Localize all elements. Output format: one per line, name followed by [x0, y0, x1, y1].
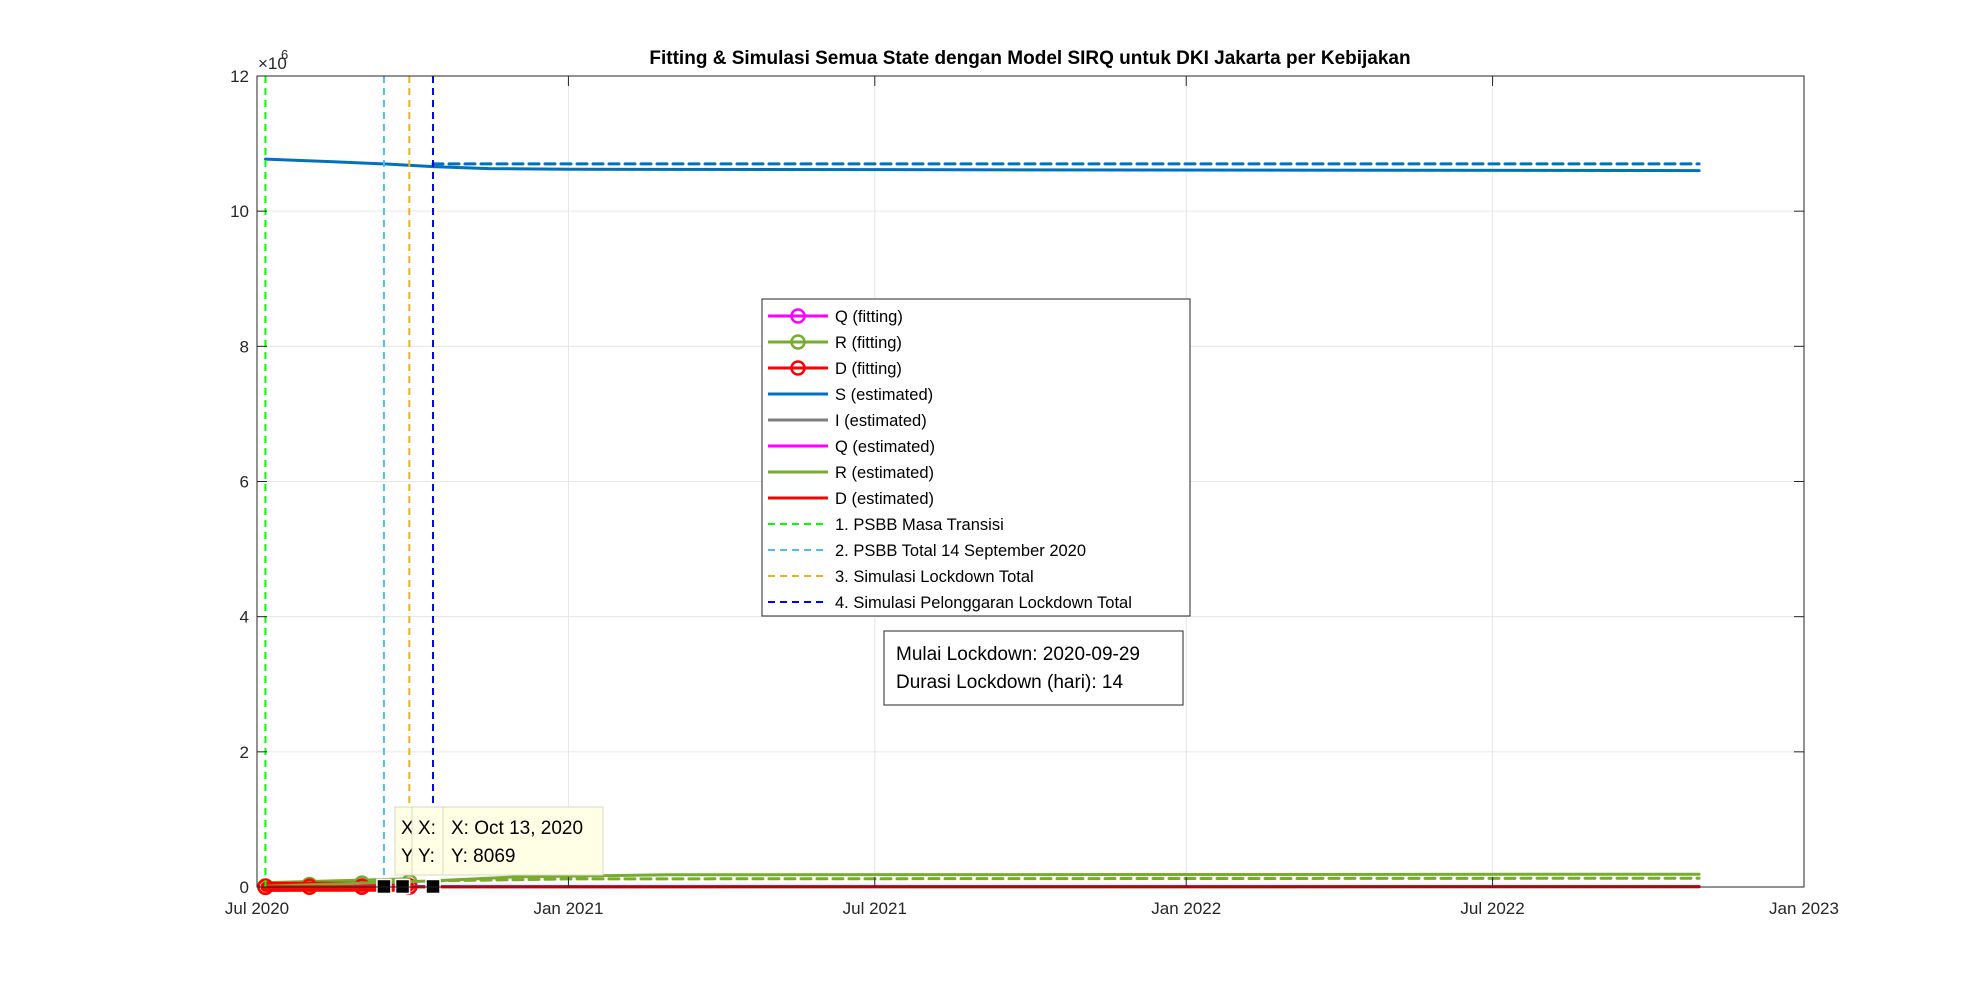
- datatip-marker: [425, 878, 441, 895]
- legend-label: 1. PSBB Masa Transisi: [835, 516, 1004, 534]
- legend-label: 4. Simulasi Pelonggaran Lockdown Total: [835, 594, 1132, 612]
- legend-label: S (estimated): [835, 386, 933, 404]
- legend-label: D (fitting): [835, 360, 902, 378]
- info-box-frame: [883, 630, 1184, 706]
- x-tick-label: Jul 2021: [843, 899, 907, 918]
- legend-marker: [790, 308, 806, 324]
- chart-title: Fitting & Simulasi Semua State dengan Mo…: [649, 48, 1410, 69]
- y-exponent: ×10 6: [258, 47, 288, 73]
- legend-marker: [790, 334, 806, 350]
- legend-label: 2. PSBB Total 14 September 2020: [835, 542, 1086, 560]
- y-tick-label: 8: [240, 337, 249, 356]
- y-tick-label: 12: [230, 67, 249, 86]
- legend-label: I (estimated): [835, 412, 927, 430]
- legend-label: Q (fitting): [835, 308, 903, 326]
- y-tick-label: 6: [240, 473, 249, 492]
- y-exponent-power: 6: [281, 47, 288, 62]
- x-tick-label: Jan 2021: [533, 899, 603, 918]
- datatip-1-x: X: [401, 818, 414, 839]
- y-tick-label: 4: [240, 608, 249, 627]
- legend-label: R (fitting): [835, 334, 902, 352]
- legend-marker: [790, 360, 806, 376]
- datatip-marker: [376, 878, 392, 895]
- lockdown-info-box[interactable]: Mulai Lockdown: 2020-09-29 Durasi Lockdo…: [883, 630, 1184, 706]
- datatip-3-box: [442, 806, 604, 876]
- datatip-markers: [376, 878, 441, 895]
- datatip-2-x: X:: [418, 818, 436, 839]
- y-tick-label: 10: [230, 202, 249, 221]
- legend[interactable]: Q (fitting) R (fitting) D (fitting) S (esti…: [761, 298, 1191, 617]
- x-tick-label: Jul 2020: [225, 899, 289, 918]
- legend-box: [761, 298, 1191, 617]
- legend-label: D (estimated): [835, 490, 934, 508]
- datatip-1-y: Y: [401, 846, 414, 867]
- x-tick-label: Jul 2022: [1460, 899, 1524, 918]
- legend-label: Q (estimated): [835, 438, 935, 456]
- info-start-date: Mulai Lockdown: 2020-09-29: [896, 644, 1140, 665]
- y-tick-label: 2: [240, 743, 249, 762]
- datatip-3[interactable]: X: Oct 13, 2020 Y: 8069: [442, 806, 604, 876]
- legend-items: Q (fitting) R (fitting) D (fitting) S (esti…: [768, 308, 1132, 612]
- legend-label: 3. Simulasi Lockdown Total: [835, 568, 1034, 586]
- y-exponent-label: ×10: [258, 54, 287, 73]
- x-tick-label: Jan 2022: [1151, 899, 1221, 918]
- y-tick-label: 0: [240, 878, 249, 897]
- legend-label: R (estimated): [835, 464, 934, 482]
- x-tick-label: Jan 2023: [1769, 899, 1839, 918]
- info-duration: Durasi Lockdown (hari): 14: [896, 672, 1123, 693]
- datatip-3-x: X: Oct 13, 2020: [451, 818, 583, 839]
- datatip-marker: [394, 878, 411, 895]
- datatip-2-y: Y:: [418, 846, 435, 867]
- datatip-3-y: Y: 8069: [451, 846, 515, 867]
- axis-ticks: Jul 2020 Jan 2021 Jul 2021 Jan 2022 Jul 2022…: [225, 67, 1839, 918]
